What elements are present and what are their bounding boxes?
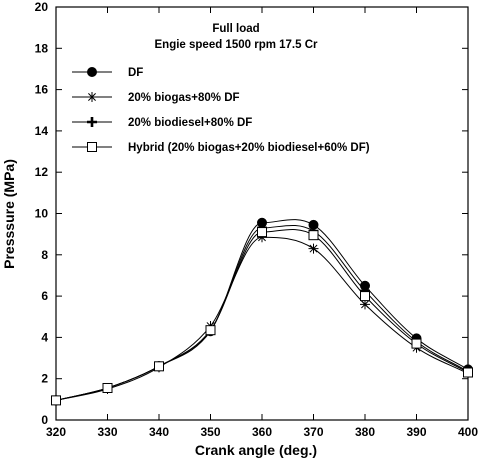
y-tick-label: 20: [35, 0, 49, 14]
marker-square: [102, 382, 113, 393]
x-tick-label: 390: [406, 425, 426, 439]
marker-plus: [87, 117, 97, 127]
point-hybrid: [257, 227, 267, 238]
legend-label-biodiesel: 20% biodiesel+80% DF: [128, 117, 252, 129]
series-curves: [55, 219, 469, 401]
y-tick-label: 6: [41, 289, 48, 303]
marker-square: [205, 325, 216, 336]
series-line-biogas: [55, 236, 469, 401]
marker-asterisk: [308, 243, 319, 254]
point-biogas: [360, 299, 370, 310]
y-tick-label: 4: [41, 330, 48, 344]
x-tick-label: 400: [458, 425, 478, 439]
legend-marker-biodiesel: [87, 117, 97, 127]
marker-square: [411, 338, 422, 349]
annotation-load: Full load: [212, 23, 259, 35]
series-line-biodiesel: [55, 224, 469, 401]
legend-marker-hybrid: [87, 142, 97, 152]
y-tick-label: 10: [35, 207, 49, 221]
x-tick-label: 370: [303, 425, 323, 439]
marker-square: [308, 230, 319, 241]
point-hybrid: [205, 325, 216, 336]
point-biogas: [257, 232, 267, 243]
plot-border: [55, 6, 469, 421]
legend-marker-biogas: [87, 92, 97, 102]
marker-circle: [87, 67, 97, 77]
y-tick-label: 16: [35, 83, 49, 97]
point-hybrid: [154, 361, 164, 372]
point-hybrid: [102, 382, 113, 393]
y-tick-label: 14: [35, 124, 49, 138]
x-tick-label: 350: [200, 425, 220, 439]
marker-square: [360, 291, 370, 302]
x-axis-title: Crank angle (deg.): [195, 442, 317, 458]
point-hybrid: [308, 230, 319, 241]
series-markers: [51, 217, 473, 406]
x-tick-label: 330: [97, 425, 117, 439]
marker-square: [154, 361, 164, 372]
x-tick-label: 380: [355, 425, 375, 439]
point-biogas: [308, 243, 319, 254]
annotation-speed: Engie speed 1500 rpm 17.5 Cr: [155, 39, 319, 51]
legend: DF 20% biogas+80% DF 20% biodiesel+80% D…: [72, 67, 370, 154]
marker-asterisk: [87, 92, 97, 102]
series-line-df: [55, 219, 469, 401]
y-tick-label: 18: [35, 41, 49, 55]
legend-label-hybrid: Hybrid (20% biogas+20% biodiesel+60% DF): [128, 142, 370, 154]
y-axis-title: Presssure (MPa): [1, 159, 17, 269]
y-tick-label: 2: [41, 372, 48, 386]
legend-label-df: DF: [128, 67, 143, 79]
marker-square: [87, 142, 97, 152]
y-tick-label: 0: [41, 413, 48, 427]
marker-asterisk: [257, 232, 267, 243]
point-hybrid: [411, 338, 422, 349]
axis-ticks: 320 330 340 350 360 370 380 390 400 0 2 4 6 8 10 12 14 16…: [35, 0, 479, 439]
point-hybrid: [463, 367, 473, 378]
marker-square: [257, 227, 267, 238]
point-hybrid: [360, 291, 370, 302]
y-tick-label: 8: [41, 248, 48, 262]
marker-asterisk: [360, 299, 370, 310]
marker-square: [51, 395, 61, 406]
legend-marker-df: [87, 67, 97, 77]
series-line-hybrid: [55, 229, 469, 401]
x-tick-label: 320: [46, 425, 66, 439]
y-tick-label: 12: [35, 165, 49, 179]
x-tick-label: 360: [252, 425, 272, 439]
x-tick-label: 340: [149, 425, 169, 439]
point-hybrid: [51, 395, 61, 406]
plot-area: [55, 6, 469, 421]
marker-square: [463, 367, 473, 378]
legend-label-biogas: 20% biogas+80% DF: [128, 92, 240, 104]
